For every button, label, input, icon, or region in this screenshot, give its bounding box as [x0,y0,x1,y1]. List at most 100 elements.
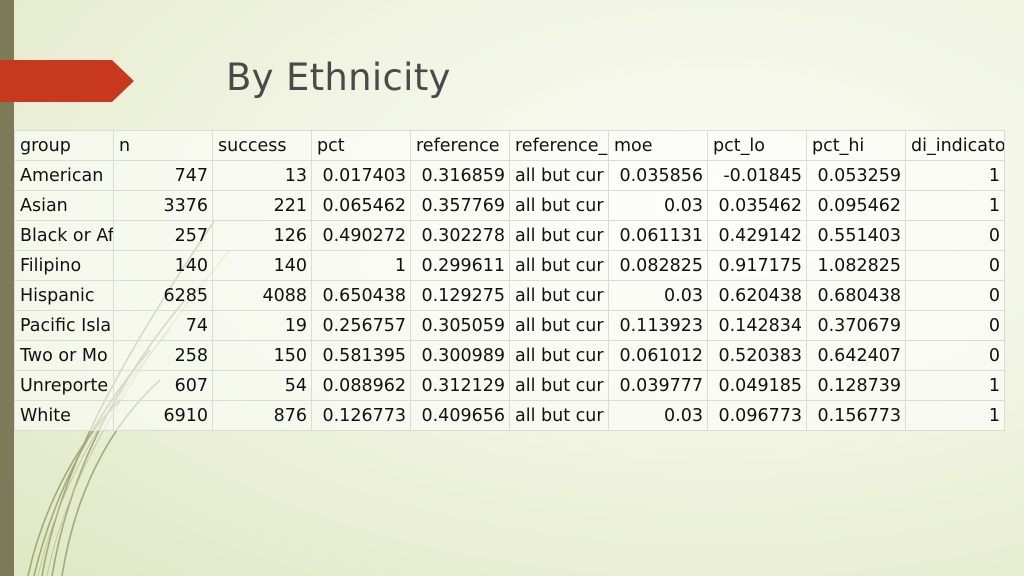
table-cell: all but cur [509,400,609,431]
table-cell: 1.082825 [806,250,906,281]
table-row: Black or Af 257 126 0.490272 0.302278 al… [14,220,1005,251]
table-cell: 0.039777 [608,370,708,401]
table-cell: 1 [905,400,1005,431]
table-cell: 0 [905,340,1005,371]
table-cell: 0.035462 [707,190,807,221]
table-row: Filipino 140 140 1 0.299611 all but cur … [14,250,1005,281]
table-cell: 257 [113,220,213,251]
table-cell: all but cur [509,370,609,401]
table-cell: 54 [212,370,312,401]
table-row: Hispanic 6285 4088 0.650438 0.129275 all… [14,280,1005,311]
table-cell: 1 [905,160,1005,191]
table-cell: 0.650438 [311,280,411,311]
ethnicity-data-table: group n success pct reference reference_… [14,130,1005,431]
left-sidebar-bar [0,0,14,576]
table-cell: 4088 [212,280,312,311]
table-row: American 747 13 0.017403 0.316859 all bu… [14,160,1005,191]
table-cell: 126 [212,220,312,251]
table-cell: all but cur [509,280,609,311]
table-cell: 0.581395 [311,340,411,371]
table-cell: 607 [113,370,213,401]
table-cell: 0.142834 [707,310,807,341]
table-cell: 6910 [113,400,213,431]
table-cell: 1 [905,370,1005,401]
table-cell: 0.017403 [311,160,411,191]
table-cell: 0.035856 [608,160,708,191]
table-cell: 0.409656 [410,400,510,431]
table-cell: -0.01845 [707,160,807,191]
table-cell: 0.096773 [707,400,807,431]
table-cell: 0 [905,280,1005,311]
column-header: reference_ [509,130,609,161]
table-cell: 0.082825 [608,250,708,281]
table-cell: Filipino [14,250,114,281]
table-cell: 1 [905,190,1005,221]
table-cell: 150 [212,340,312,371]
column-header: group [14,130,114,161]
table-cell: 140 [113,250,213,281]
table-cell: 13 [212,160,312,191]
column-header: n [113,130,213,161]
table-cell: all but cur [509,250,609,281]
column-header: di_indicato [905,130,1005,161]
table-cell: 0 [905,310,1005,341]
table-cell: 0.300989 [410,340,510,371]
table-cell: White [14,400,114,431]
table-cell: Unreporte [14,370,114,401]
table-row: Pacific Isla 74 19 0.256757 0.305059 all… [14,310,1005,341]
table-cell: 0.061131 [608,220,708,251]
table-cell: 0.053259 [806,160,906,191]
column-header: reference [410,130,510,161]
column-header: success [212,130,312,161]
table-cell: 0.429142 [707,220,807,251]
table-cell: 0.620438 [707,280,807,311]
accent-arrow-shape [0,60,134,102]
table-cell: all but cur [509,160,609,191]
table-cell: 0.680438 [806,280,906,311]
table-cell: all but cur [509,190,609,221]
table-cell: 3376 [113,190,213,221]
table-cell: 0.061012 [608,340,708,371]
table-row: Asian 3376 221 0.065462 0.357769 all but… [14,190,1005,221]
table-header-row: group n success pct reference reference_… [14,130,1005,161]
table-cell: 0.126773 [311,400,411,431]
table-cell: 0.03 [608,400,708,431]
table-cell: Two or Mo [14,340,114,371]
table-cell: 0.095462 [806,190,906,221]
table-cell: 19 [212,310,312,341]
table-cell: 0.156773 [806,400,906,431]
table-cell: 1 [311,250,411,281]
table-cell: 0.370679 [806,310,906,341]
table-row: White 6910 876 0.126773 0.409656 all but… [14,400,1005,431]
table-cell: 0.03 [608,190,708,221]
table-cell: 0.551403 [806,220,906,251]
table-cell: 0.299611 [410,250,510,281]
table-cell: 0.256757 [311,310,411,341]
column-header: pct_hi [806,130,906,161]
table-cell: 0.03 [608,280,708,311]
slide-title: By Ethnicity [226,56,451,99]
table-cell: 0.305059 [410,310,510,341]
table-cell: 258 [113,340,213,371]
table-cell: 0.357769 [410,190,510,221]
table-cell: Pacific Isla [14,310,114,341]
table-cell: Asian [14,190,114,221]
table-cell: 0.065462 [311,190,411,221]
table-cell: 0.088962 [311,370,411,401]
table-cell: American [14,160,114,191]
column-header: moe [608,130,708,161]
table-cell: 0.129275 [410,280,510,311]
table-cell: 221 [212,190,312,221]
column-header: pct [311,130,411,161]
table-cell: 0 [905,250,1005,281]
table-cell: 0.312129 [410,370,510,401]
table-cell: 140 [212,250,312,281]
table-cell: 0.316859 [410,160,510,191]
table-cell: 0.917175 [707,250,807,281]
table-cell: 0.113923 [608,310,708,341]
table-cell: all but cur [509,220,609,251]
table-cell: 0.049185 [707,370,807,401]
table-row: Two or Mo 258 150 0.581395 0.300989 all … [14,340,1005,371]
column-header: pct_lo [707,130,807,161]
table-row: Unreporte 607 54 0.088962 0.312129 all b… [14,370,1005,401]
